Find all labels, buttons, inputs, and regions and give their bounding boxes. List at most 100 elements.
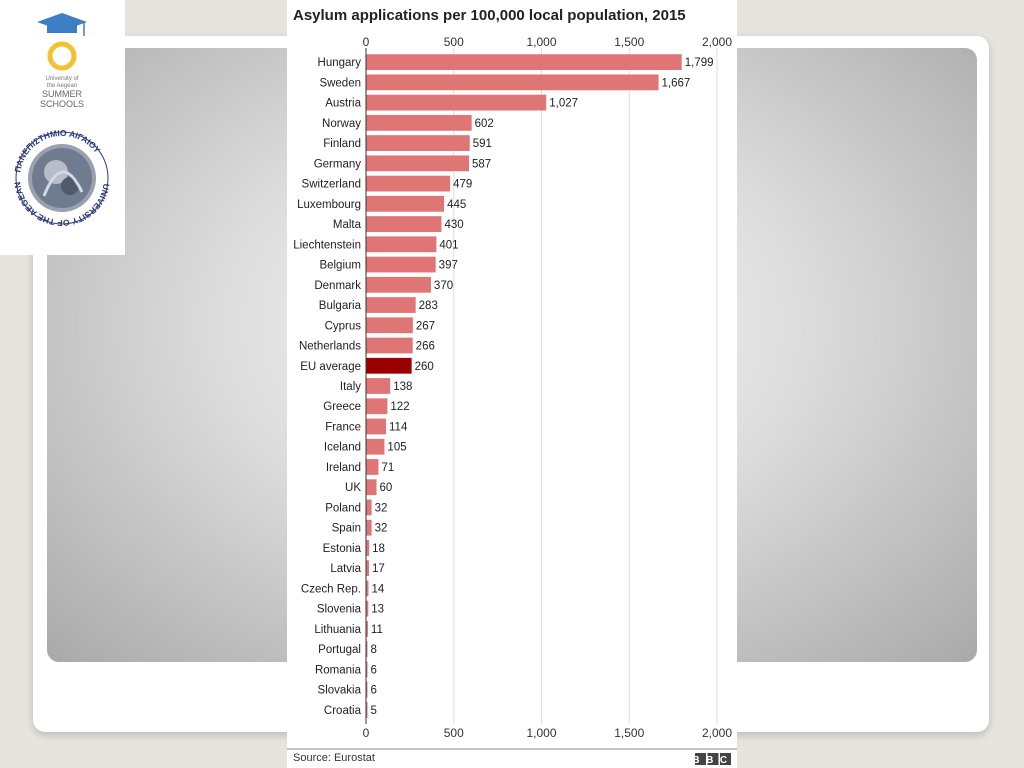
x-tick-label-bottom: 0 bbox=[363, 726, 370, 740]
logo-box: University of the Aegean SUMMER SCHOOLS … bbox=[0, 0, 125, 255]
bar bbox=[366, 641, 368, 658]
category-label: Lithuania bbox=[314, 624, 361, 636]
value-label: 1,667 bbox=[662, 77, 691, 89]
category-label: Estonia bbox=[323, 543, 362, 555]
value-label: 5 bbox=[371, 705, 377, 717]
value-label: 370 bbox=[434, 280, 453, 292]
value-label: 587 bbox=[472, 158, 491, 170]
category-label: Greece bbox=[323, 401, 361, 413]
value-label: 445 bbox=[447, 199, 466, 211]
category-label: Croatia bbox=[324, 705, 362, 717]
bar bbox=[366, 256, 436, 273]
category-label: Austria bbox=[325, 98, 361, 110]
bar bbox=[366, 681, 368, 698]
value-label: 591 bbox=[473, 138, 492, 150]
bar bbox=[366, 276, 431, 293]
bbc-logo-text: BBC bbox=[695, 755, 731, 765]
value-label: 397 bbox=[439, 260, 458, 272]
category-label: Belgium bbox=[319, 260, 361, 272]
bar bbox=[366, 94, 547, 111]
value-label: 602 bbox=[475, 118, 494, 130]
bar bbox=[366, 216, 442, 232]
category-label: Ireland bbox=[326, 462, 361, 474]
category-label: Luxembourg bbox=[297, 199, 361, 211]
bar bbox=[366, 357, 412, 374]
category-label: Switzerland bbox=[302, 179, 361, 191]
category-label: Netherlands bbox=[299, 341, 361, 353]
bar bbox=[366, 195, 445, 212]
bar bbox=[366, 621, 368, 637]
bar bbox=[366, 317, 413, 334]
category-label: Cyprus bbox=[325, 320, 362, 332]
logo-summer-line3: SUMMER bbox=[42, 89, 82, 99]
logo-summer-line2: the Aegean bbox=[47, 83, 77, 89]
value-label: 32 bbox=[375, 523, 388, 535]
chart-panel: Asylum applications per 100,000 local po… bbox=[287, 0, 737, 768]
bar bbox=[366, 499, 372, 516]
x-tick-label-bottom: 1,500 bbox=[614, 726, 644, 740]
chart-title: Asylum applications per 100,000 local po… bbox=[293, 7, 686, 24]
category-label: Italy bbox=[340, 381, 361, 393]
graduation-cap-icon bbox=[37, 13, 87, 36]
category-label: UK bbox=[345, 482, 361, 494]
category-label: Portugal bbox=[318, 644, 361, 656]
bar bbox=[366, 74, 659, 91]
value-label: 138 bbox=[393, 381, 412, 393]
category-label: Slovenia bbox=[317, 604, 362, 616]
value-label: 401 bbox=[439, 239, 458, 251]
bar bbox=[366, 337, 413, 354]
bar bbox=[366, 580, 369, 597]
bar bbox=[366, 114, 472, 131]
value-label: 1,027 bbox=[549, 98, 578, 110]
category-label: Germany bbox=[314, 158, 362, 170]
value-label: 1,799 bbox=[685, 57, 714, 69]
value-label: 430 bbox=[444, 219, 463, 231]
value-label: 32 bbox=[375, 502, 388, 514]
category-label: Poland bbox=[325, 502, 361, 514]
bar-chart: 0 0 500 500 1,000 1,000 1,500 1,500 2,000 2,000 Hu… bbox=[287, 35, 737, 750]
category-label: EU average bbox=[300, 361, 361, 373]
category-label: Hungary bbox=[318, 57, 362, 69]
x-tick-label-top: 1,000 bbox=[526, 35, 556, 49]
value-label: 17 bbox=[372, 563, 385, 575]
category-label: Norway bbox=[322, 118, 361, 130]
sun-ring-icon bbox=[47, 41, 77, 71]
value-label: 260 bbox=[415, 361, 434, 373]
bar bbox=[366, 398, 388, 415]
bar bbox=[366, 519, 372, 536]
category-label: France bbox=[325, 421, 361, 433]
chart-source: Source: Eurostat bbox=[293, 752, 375, 764]
bar bbox=[366, 701, 368, 718]
logo-summer-line4: SCHOOLS bbox=[40, 99, 84, 109]
bar bbox=[366, 236, 437, 253]
value-label: 105 bbox=[387, 442, 406, 454]
x-tick-label-top: 500 bbox=[444, 35, 464, 49]
x-tick-label-top: 1,500 bbox=[614, 35, 644, 49]
value-label: 11 bbox=[371, 624, 383, 636]
category-label: Liechtenstein bbox=[293, 239, 361, 251]
university-seal-icon: ΠΑΝΕΠΙΣΤΗΜΙΟ ΑΙΓΑΙΟΥ UNIVERSITY OF THE A… bbox=[12, 128, 111, 228]
bar bbox=[366, 378, 391, 394]
value-label: 60 bbox=[380, 482, 393, 494]
value-label: 14 bbox=[371, 583, 384, 595]
category-label: Finland bbox=[323, 138, 361, 150]
bar bbox=[366, 479, 377, 496]
value-label: 6 bbox=[371, 664, 377, 676]
category-label: Latvia bbox=[330, 563, 361, 575]
value-label: 267 bbox=[416, 320, 435, 332]
logo-summer-line1: University of bbox=[45, 76, 78, 82]
value-label: 71 bbox=[381, 462, 394, 474]
category-label: Bulgaria bbox=[319, 300, 362, 312]
category-label: Romania bbox=[315, 664, 362, 676]
bar bbox=[366, 560, 369, 577]
value-label: 479 bbox=[453, 179, 472, 191]
category-label: Slovakia bbox=[318, 685, 362, 697]
bar bbox=[366, 438, 385, 455]
bar bbox=[366, 418, 387, 435]
category-label: Sweden bbox=[319, 77, 361, 89]
bar bbox=[366, 600, 369, 617]
value-label: 18 bbox=[372, 543, 385, 555]
x-tick-label-top: 0 bbox=[363, 35, 370, 49]
bar bbox=[366, 175, 451, 192]
x-tick-label-bottom: 2,000 bbox=[702, 726, 732, 740]
